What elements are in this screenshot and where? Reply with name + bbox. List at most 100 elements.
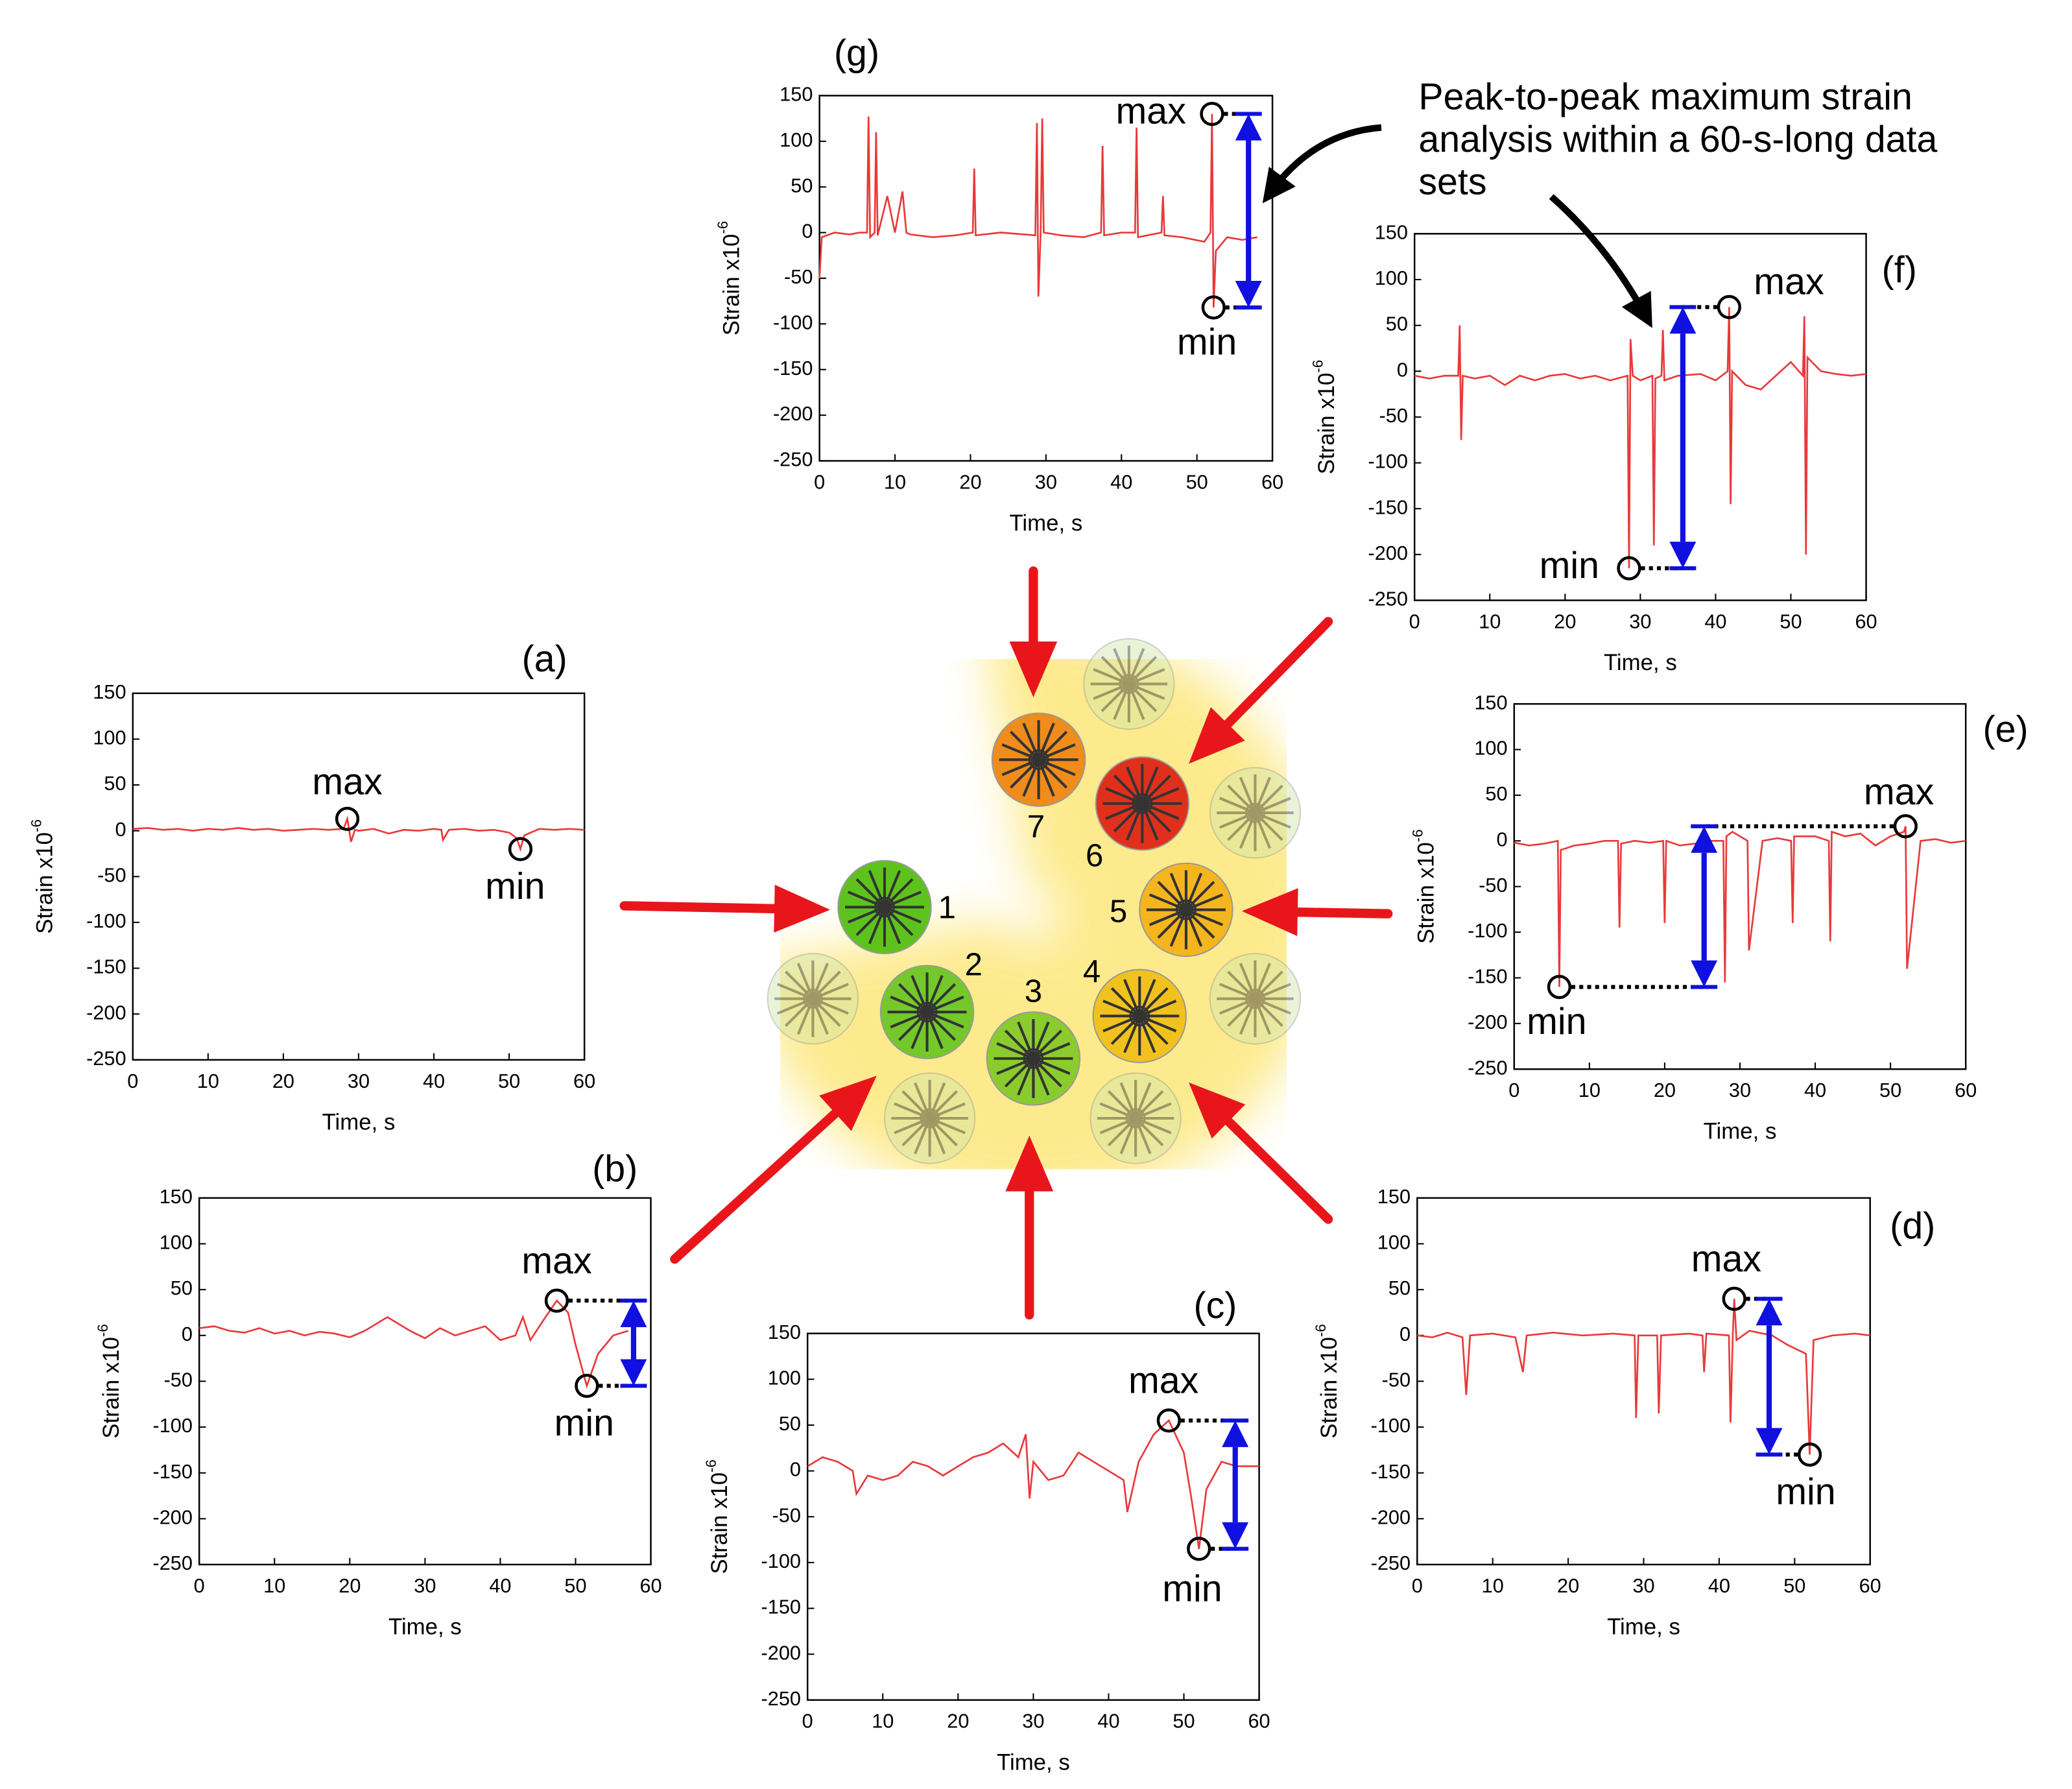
spoke <box>925 1011 944 1050</box>
spoke <box>785 970 814 1000</box>
spoke <box>1157 909 1187 939</box>
spoke <box>1141 787 1180 805</box>
annotation-label: max <box>1128 1360 1199 1402</box>
spoke <box>1123 979 1141 1017</box>
x-tick-label: 10 <box>872 1710 894 1733</box>
x-axis-label: Time, s <box>1604 650 1677 675</box>
spoke <box>926 1011 964 1029</box>
callout-text: sets <box>1418 162 1486 203</box>
y-tick-label: -200 <box>86 1001 126 1024</box>
callout-arrow <box>1262 124 1382 204</box>
y-tick-label: 50 <box>104 772 126 795</box>
spoke <box>911 1011 929 1050</box>
spoke <box>1134 1082 1152 1119</box>
pointer-arrowhead <box>1189 707 1245 764</box>
spoke <box>894 1102 931 1120</box>
spoke <box>901 1090 931 1120</box>
spoke <box>1149 908 1187 926</box>
spoke <box>847 891 885 909</box>
y-tick-label: 150 <box>93 680 126 703</box>
spoke <box>1038 730 1068 761</box>
y-tick-label: -150 <box>1371 1460 1411 1483</box>
y-axis-label: Strain x10-6 <box>1310 360 1340 475</box>
x-tick-label: 10 <box>197 1070 219 1092</box>
spoke <box>1032 1029 1062 1060</box>
y-tick-label: 100 <box>1377 1231 1411 1254</box>
annotation-label: min <box>1527 1001 1586 1042</box>
faded-sensor <box>1209 767 1302 859</box>
hub <box>874 896 895 918</box>
spoke <box>1001 758 1040 776</box>
y-tick-label: 50 <box>779 1412 801 1435</box>
spoke <box>1102 1015 1141 1033</box>
sensor <box>1092 968 1187 1064</box>
spoke <box>890 996 928 1014</box>
sensor-label: 6 <box>1086 839 1103 874</box>
strain-line <box>1514 826 1966 987</box>
spoke <box>1169 909 1187 947</box>
plot-frame <box>818 95 1274 462</box>
chart: -250 -200 -150 -100 -50 0 50 100 150 0 10 20 30 40 50 6… <box>715 32 1283 536</box>
y-axis-label-exponent: -6 <box>703 1459 719 1472</box>
y-axis-label-exponent: -6 <box>1310 360 1326 373</box>
spoke <box>1105 787 1143 805</box>
annotation-marker <box>1717 294 1741 320</box>
y-tick-label: 150 <box>1474 691 1507 714</box>
spoke <box>929 1117 958 1147</box>
x-axis-label: Time, s <box>1704 1119 1777 1144</box>
y-tick-label: -100 <box>1368 450 1408 473</box>
spoke <box>1037 723 1055 760</box>
y-axis-label-exponent: -6 <box>95 1324 111 1337</box>
faded-sensor-disc <box>1083 638 1175 730</box>
y-tick-label: -150 <box>1468 965 1507 988</box>
spoke <box>883 870 901 908</box>
y-tick-label: 0 <box>1496 828 1507 850</box>
sensor-label: 4 <box>1083 954 1101 989</box>
spoke <box>1126 766 1144 804</box>
annotation-label: min <box>1776 1471 1835 1513</box>
spoke <box>1127 648 1145 685</box>
spoke <box>1128 682 1165 701</box>
spoke <box>1254 998 1283 1027</box>
y-axis-label-text: Strain x10 <box>707 1472 732 1574</box>
spoke <box>884 906 922 924</box>
y-tick-label: -50 <box>772 1504 801 1526</box>
spoke <box>1093 682 1130 701</box>
peak-arrowhead <box>1691 826 1718 853</box>
annotation-label: max <box>521 1240 592 1282</box>
y-tick-label: -50 <box>164 1369 193 1391</box>
x-tick-label: 50 <box>1780 610 1802 632</box>
spoke <box>894 1117 931 1135</box>
spoke <box>1038 758 1068 789</box>
spoke <box>1139 1015 1177 1033</box>
hub <box>1129 1005 1150 1027</box>
x-axis-label: Time, s <box>1607 1614 1680 1639</box>
sensor <box>1139 862 1233 957</box>
y-tick-label: 100 <box>1474 737 1507 760</box>
y-tick-label: 100 <box>1375 267 1408 289</box>
y-tick-label: 0 <box>1397 358 1408 381</box>
spoke <box>1038 758 1076 776</box>
peak-arrowhead <box>620 1359 647 1386</box>
panel-title: (f) <box>1882 249 1917 291</box>
y-tick-label: 100 <box>160 1231 193 1254</box>
x-tick-label: 40 <box>1110 470 1132 493</box>
y-tick-label: -50 <box>97 863 126 886</box>
spoke <box>890 1011 928 1029</box>
y-tick-label: 50 <box>791 174 813 197</box>
sensor-label: 2 <box>965 948 982 983</box>
spoke <box>1138 1015 1156 1053</box>
x-tick-label: 30 <box>1022 1710 1044 1733</box>
spoke <box>1239 998 1257 1035</box>
x-tick-label: 0 <box>802 1710 813 1733</box>
spoke <box>868 870 886 908</box>
hub <box>1244 989 1265 1009</box>
y-tick-label: 150 <box>1375 221 1408 243</box>
x-axis-label: Time, s <box>997 1749 1070 1775</box>
annotation-marker <box>544 1288 569 1313</box>
x-axis-label: Time, s <box>1009 510 1082 536</box>
spoke <box>1149 893 1187 911</box>
spoke <box>1017 1021 1035 1059</box>
x-tick-label: 40 <box>489 1574 511 1597</box>
faded-sensor-disc <box>1090 1072 1182 1164</box>
